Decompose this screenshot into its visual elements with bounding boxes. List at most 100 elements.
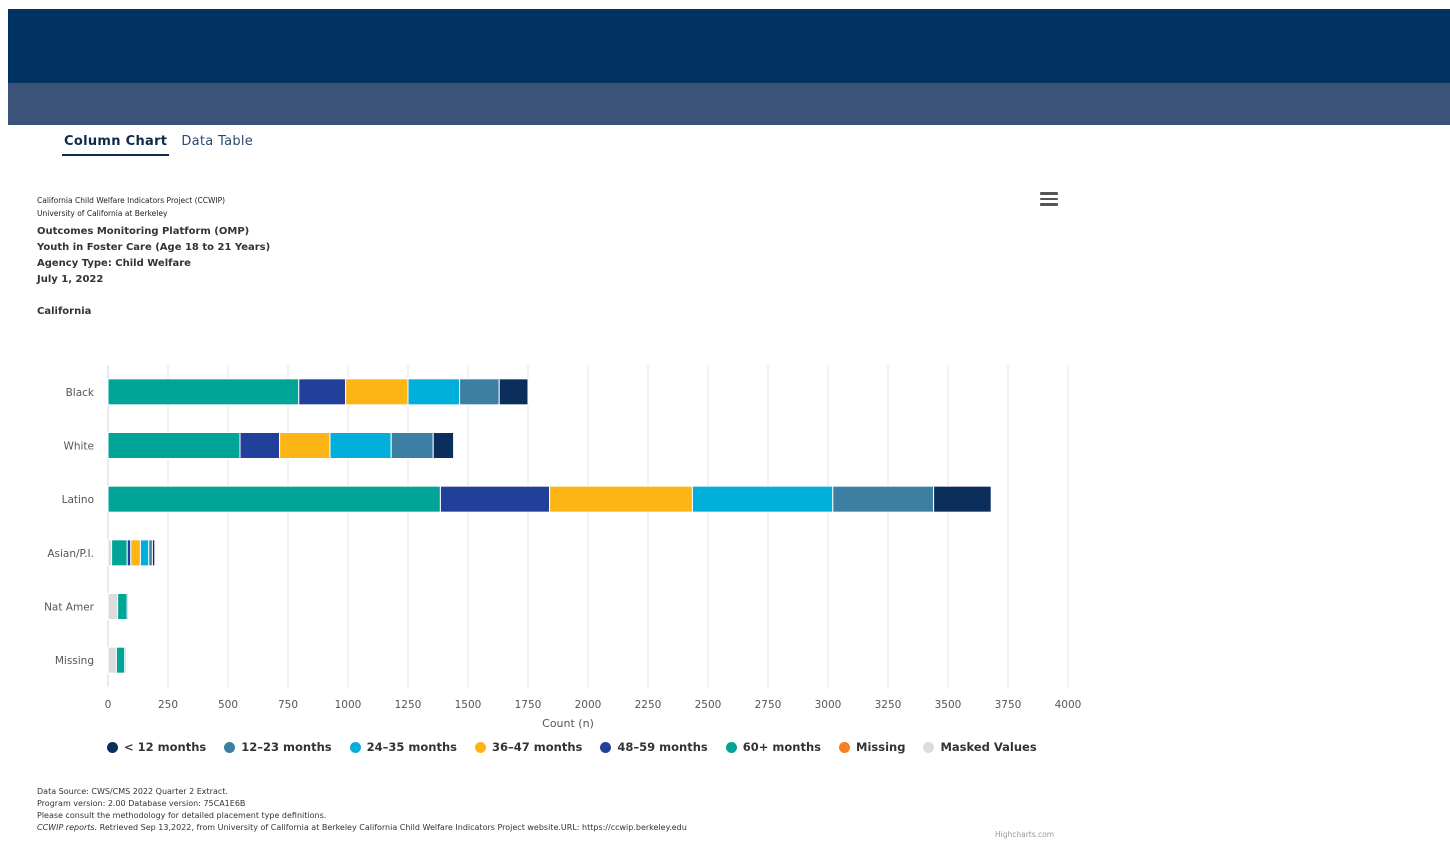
legend-label: 12–23 months: [241, 740, 332, 754]
header-agency: Agency Type: Child Welfare: [37, 258, 191, 269]
x-tick-label: 1000: [335, 699, 362, 711]
bar-segment: [107, 593, 119, 620]
footer-methodology: Please consult the methodology for detai…: [37, 811, 327, 820]
x-tick-label: 1500: [455, 699, 482, 711]
footer-citation: CCWIP reports. Retrieved Sep 13,2022, fr…: [37, 823, 687, 832]
x-tick-label: 3000: [815, 699, 842, 711]
header-platform: Outcomes Monitoring Platform (OMP): [37, 226, 250, 237]
bar-segment: [107, 432, 241, 459]
legend-label: Missing: [856, 740, 906, 754]
x-tick-label: 2250: [635, 699, 662, 711]
legend-marker: [475, 741, 486, 753]
legend-item[interactable]: Masked Values: [923, 740, 1037, 754]
bar-segment: [549, 485, 693, 513]
legend-item[interactable]: 12–23 months: [224, 740, 332, 754]
header-university: University of California at Berkeley: [37, 209, 168, 218]
category-label: Latino: [62, 494, 94, 506]
legend-item[interactable]: < 12 months: [107, 740, 206, 754]
x-tick-label: 2500: [695, 699, 722, 711]
bar-segment: [345, 378, 409, 406]
legend-item[interactable]: 60+ months: [725, 740, 821, 754]
x-tick-label: 2000: [575, 699, 602, 711]
bar-segment: [239, 432, 281, 459]
footer-program-version: Program version: 2.00 Database version: …: [37, 799, 246, 808]
bar-segment: [130, 539, 141, 567]
bar-segment: [126, 539, 132, 567]
category-label: Missing: [55, 655, 94, 667]
stacked-bar-chart: 0 250 500 750 1000 1250 1500 1750 2000 2250 2500 27…: [44, 365, 1082, 730]
x-tick-label: 1250: [395, 699, 422, 711]
bar-segment: [107, 485, 441, 513]
bar-segment: [298, 378, 347, 406]
bar-segment: [390, 432, 434, 459]
bar-segment: [107, 378, 300, 406]
bar-segment: [117, 593, 128, 620]
site-header-bar: [8, 9, 1450, 83]
bar-segment: [111, 539, 128, 567]
x-tick-label: 1750: [515, 699, 542, 711]
site-subheader-bar: [8, 83, 1450, 125]
highcharts-credit-link[interactable]: Highcharts.com: [995, 830, 1055, 839]
bar-segment: [691, 485, 834, 513]
bar-segment: [432, 432, 455, 459]
bar-segment: [279, 432, 331, 459]
legend-marker: [600, 741, 612, 753]
legend-item[interactable]: Missing: [839, 740, 905, 754]
bar-segment: [139, 539, 150, 567]
view-tabs: Column Chart Data Table: [62, 132, 255, 156]
category-label: Nat Amer: [44, 602, 95, 614]
bar-segment: [407, 378, 461, 406]
category-label: White: [63, 441, 94, 453]
bar-segment: [115, 646, 126, 674]
bar-segment: [498, 378, 529, 406]
legend-label: 60+ months: [742, 740, 821, 754]
x-tick-label: 3250: [875, 699, 902, 711]
footer-citation-title: CCWIP reports.: [37, 823, 98, 832]
legend-label: 24–35 months: [366, 740, 457, 754]
bar-segment: [151, 539, 156, 567]
tab-data-table[interactable]: Data Table: [181, 134, 254, 149]
tab-column-chart[interactable]: Column Chart: [62, 132, 170, 156]
legend-item[interactable]: 48–59 months: [600, 740, 708, 754]
bar-segment: [107, 646, 117, 674]
bar-segment: [126, 593, 129, 620]
legend-label: 48–59 months: [617, 740, 708, 754]
legend-marker: [224, 741, 236, 753]
legend-marker: [107, 741, 118, 753]
x-axis-title: Count (n): [542, 717, 594, 730]
legend-item[interactable]: 36–47 months: [475, 740, 582, 754]
bar-segment: [329, 432, 392, 459]
x-tick-label: 2750: [755, 699, 782, 711]
legend-marker: [839, 741, 850, 753]
chart-legend: < 12 months 12–23 months 24–35 months 36–47…: [107, 740, 1037, 754]
legend-label: < 12 months: [124, 740, 207, 754]
header-org: California Child Welfare Indicators Proj…: [37, 196, 226, 205]
x-tick-label: 250: [158, 699, 178, 711]
footer-data-source: Data Source: CWS/CMS 2022 Quarter 2 Extr…: [37, 787, 228, 796]
legend-marker: [349, 741, 361, 753]
bar-segment: [439, 485, 551, 513]
header-date: July 1, 2022: [37, 274, 104, 285]
category-label: Black: [66, 387, 95, 399]
x-tick-label: 0: [105, 699, 112, 711]
bar-segment: [107, 539, 113, 567]
legend-marker: [725, 741, 737, 753]
legend-marker: [923, 741, 935, 753]
header-population: Youth in Foster Care (Age 18 to 21 Years…: [37, 242, 271, 253]
x-tick-label: 3750: [995, 699, 1022, 711]
legend-label: 36–47 months: [492, 740, 583, 754]
x-tick-label: 3500: [935, 699, 962, 711]
bar-segment: [124, 646, 127, 674]
legend-item[interactable]: 24–35 months: [349, 740, 457, 754]
x-tick-label: 500: [218, 699, 238, 711]
footer-citation-text: Retrieved Sep 13,2022, from University o…: [97, 823, 687, 832]
bar-segment: [933, 485, 992, 513]
bar-segment: [832, 485, 935, 513]
hamburger-menu-icon[interactable]: [1040, 192, 1058, 206]
bar-segment: [148, 539, 153, 567]
header-region: California: [37, 306, 92, 317]
x-tick-label: 4000: [1055, 699, 1082, 711]
x-tick-label: 750: [278, 699, 298, 711]
bar-segment: [459, 378, 500, 406]
category-label: Asian/P.I.: [47, 548, 94, 560]
